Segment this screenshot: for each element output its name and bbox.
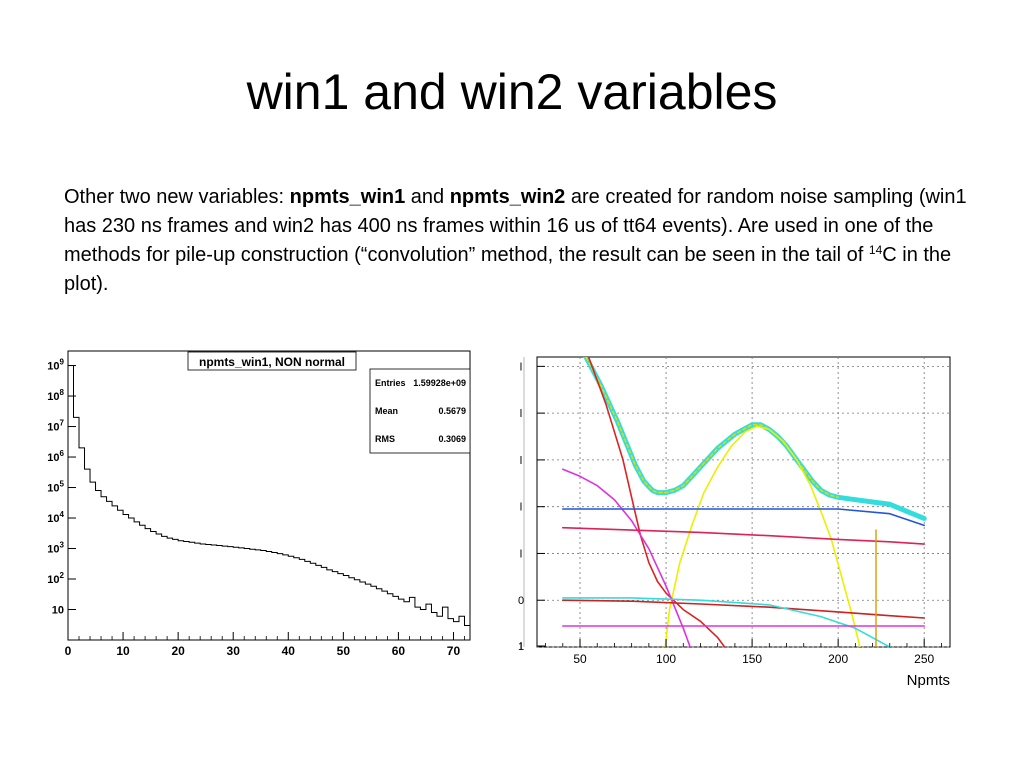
- stats-box: [369, 368, 471, 454]
- x-tick-label: 50: [573, 652, 587, 666]
- x-tick-label: 20: [171, 644, 185, 658]
- stats-value-mean: 0.5679: [438, 406, 466, 416]
- series-line-2: [664, 425, 861, 647]
- y-tick-base: 10: [47, 391, 59, 403]
- x-tick-label: 100: [656, 652, 676, 666]
- stats-label-entries: Entries: [375, 378, 406, 388]
- y-tick-exponent: 7: [60, 419, 65, 428]
- series-line-8: [561, 597, 892, 647]
- y-tick-exponent: 8: [60, 388, 65, 397]
- y-tick-base: 10: [47, 452, 59, 464]
- y-tick-label: 1: [518, 641, 524, 653]
- y-tick-label: l: [520, 641, 522, 653]
- y-tick-label: 109: [47, 358, 64, 373]
- series-group: [561, 357, 927, 647]
- title-box: [187, 351, 357, 371]
- series-line-7: [561, 599, 926, 619]
- x-tick-label: 150: [742, 652, 762, 666]
- y-tick-base: 10: [47, 483, 59, 495]
- var-npmts-win1: npmts_win1: [289, 186, 406, 208]
- y-tick-base: 10: [47, 544, 59, 556]
- y-tick-exponent: 3: [60, 541, 65, 550]
- var-npmts-win2: npmts_win2: [449, 186, 566, 208]
- histogram-npmts-win1: npmts_win1, NON normal Entries 1.59928e+09…: [47, 350, 471, 658]
- y-tick-label: 102: [47, 571, 64, 586]
- y-tick-label: 103: [47, 541, 64, 556]
- stats-value-rms: 0.3069: [438, 434, 466, 444]
- x-tick-label: 30: [227, 644, 241, 658]
- y-tick-exponent: 4: [60, 510, 65, 519]
- x-tick-label: 0: [65, 644, 72, 658]
- body-and: and: [405, 186, 450, 208]
- body-rest: are created for random noise sampling (w…: [64, 186, 967, 266]
- series-line-5: [561, 508, 926, 527]
- body-intro: Other two new variables:: [64, 186, 290, 208]
- series-line-3: [587, 357, 726, 647]
- y-tick-label: l: [520, 408, 522, 420]
- y-tick-label: l: [520, 502, 522, 514]
- isotope-superscript: 14: [868, 243, 883, 257]
- slide-title: win1 and win2 variables: [246, 64, 778, 120]
- y-tick-exponent: 9: [60, 358, 65, 367]
- x-tick-label: 250: [914, 652, 934, 666]
- y-tick-label: 10: [52, 605, 64, 617]
- stats-value-entries: 1.59928e+09: [413, 378, 466, 388]
- y-tick-label: 105: [47, 480, 64, 495]
- y-tick-exponent: 6: [60, 449, 65, 458]
- slide-body-text: Other two new variables: npmts_win1 and …: [64, 183, 989, 299]
- stats-label-mean: Mean: [375, 406, 398, 416]
- y-tick-base: 10: [47, 361, 59, 373]
- x-tick-label: 10: [116, 644, 130, 658]
- x-tick-label: 50: [337, 644, 351, 658]
- body-tail: C in the plot).: [64, 244, 952, 295]
- y-tick-label: l: [520, 361, 522, 373]
- y-tick-exponent: 5: [60, 480, 65, 489]
- y-tick-base: 10: [47, 422, 59, 434]
- y-tick-exponent: 2: [60, 571, 65, 580]
- y-tick-base: 10: [47, 574, 59, 586]
- x-tick-label: 70: [447, 644, 461, 658]
- histogram-series: [67, 365, 471, 640]
- y-tick-base: 10: [47, 513, 59, 525]
- histogram-title: npmts_win1, NON normal: [199, 355, 345, 369]
- y-tick-label: 106: [47, 449, 64, 464]
- x-tick-label: 40: [282, 644, 296, 658]
- plot-frame: [67, 350, 471, 641]
- y-tick-label: l: [520, 548, 522, 560]
- x-axis-label: Npmts: [907, 672, 950, 689]
- stats-label-rms: RMS: [375, 434, 395, 444]
- x-tick-label: 200: [828, 652, 848, 666]
- y-tick-label: l: [520, 455, 522, 467]
- y-tick-label: 108: [47, 388, 64, 403]
- x-tick-label: 60: [392, 644, 406, 658]
- y-tick-label: 104: [47, 510, 64, 525]
- y-tick-label: 107: [47, 419, 64, 434]
- series-line-6: [561, 526, 926, 545]
- y-tick-label: 0: [518, 595, 524, 607]
- series-line-4: [561, 468, 692, 647]
